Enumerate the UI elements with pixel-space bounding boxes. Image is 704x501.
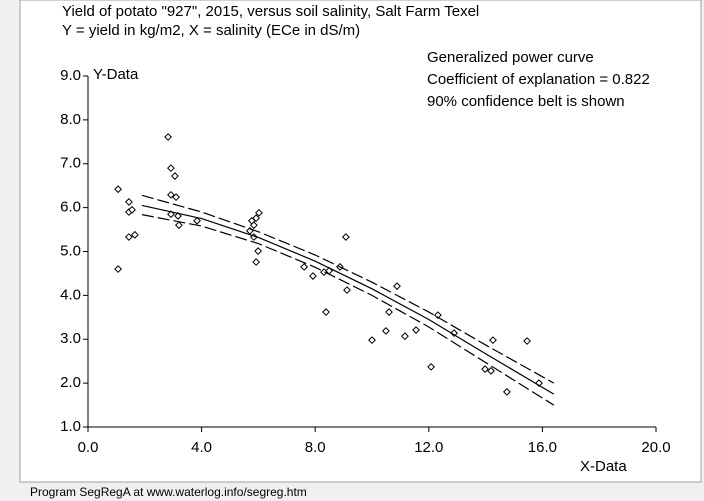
data-point — [114, 265, 123, 273]
annotation: 90% confidence belt is shown — [427, 93, 625, 110]
data-point — [164, 133, 172, 141]
data-point — [393, 282, 401, 291]
y-tick-label: 2.0 — [60, 374, 81, 391]
x-tick-label: 4.0 — [191, 439, 212, 456]
panel — [19, 0, 702, 483]
data-point — [385, 308, 393, 316]
annotation: Coefficient of explanation = 0.822 — [427, 71, 650, 88]
data-point — [124, 198, 133, 206]
x-tick-label: 16.0 — [528, 439, 557, 456]
y-tick-label: 5.0 — [60, 242, 81, 259]
confidence-lower — [141, 214, 555, 406]
x-tick-label: 8.0 — [305, 439, 326, 456]
data-point — [167, 210, 175, 219]
y-tick-label: 4.0 — [60, 286, 81, 303]
y-tick-label: 3.0 — [60, 330, 81, 347]
data-point — [309, 272, 317, 280]
data-point — [481, 365, 489, 373]
data-point — [450, 329, 458, 338]
data-point — [167, 190, 175, 199]
data-point — [170, 172, 179, 180]
x-tick-label: 0.0 — [78, 439, 99, 456]
data-point — [252, 214, 261, 223]
chart-title: Yield of potato "927", 2015, versus soil… — [62, 3, 479, 20]
data-point — [433, 311, 442, 320]
x-axis-label: X-Data — [580, 458, 627, 475]
data-point — [487, 366, 495, 375]
data-point — [322, 308, 330, 316]
fit-curve — [141, 204, 555, 395]
y-tick-label: 9.0 — [60, 67, 81, 84]
data-point — [254, 247, 263, 255]
x-tick-label: 12.0 — [414, 439, 443, 456]
data-point — [249, 233, 258, 241]
data-point — [382, 327, 390, 335]
data-point — [502, 387, 511, 396]
y-tick-label: 6.0 — [60, 199, 81, 216]
data-point — [427, 362, 435, 371]
data-point — [489, 336, 497, 345]
x-tick-label: 20.0 — [641, 439, 670, 456]
data-point — [523, 337, 531, 345]
data-point — [174, 221, 183, 230]
data-point — [300, 262, 309, 271]
data-point — [343, 286, 351, 295]
y-tick-label: 7.0 — [60, 155, 81, 172]
data-point — [249, 221, 258, 230]
data-point — [368, 336, 376, 345]
data-point — [124, 233, 133, 241]
annotation: Generalized power curve — [427, 49, 594, 66]
confidence-upper — [141, 194, 555, 384]
data-point — [412, 326, 420, 334]
data-point — [252, 258, 261, 266]
data-point — [114, 185, 123, 194]
data-point — [174, 212, 182, 220]
data-point — [167, 164, 175, 173]
y-tick-label: 1.0 — [60, 418, 81, 435]
data-point — [130, 230, 139, 239]
y-tick-label: 8.0 — [60, 111, 81, 128]
footer: Program SegRegA at www.waterlog.info/seg… — [30, 485, 307, 499]
data-point — [193, 216, 201, 225]
y-axis-label: Y-Data — [93, 66, 139, 83]
data-point — [128, 205, 136, 214]
chart-subtitle: Y = yield in kg/m2, X = salinity (ECe in… — [62, 22, 360, 39]
data-point — [401, 332, 409, 341]
data-point — [172, 193, 180, 202]
data-point — [255, 208, 263, 217]
data-point — [341, 233, 350, 241]
